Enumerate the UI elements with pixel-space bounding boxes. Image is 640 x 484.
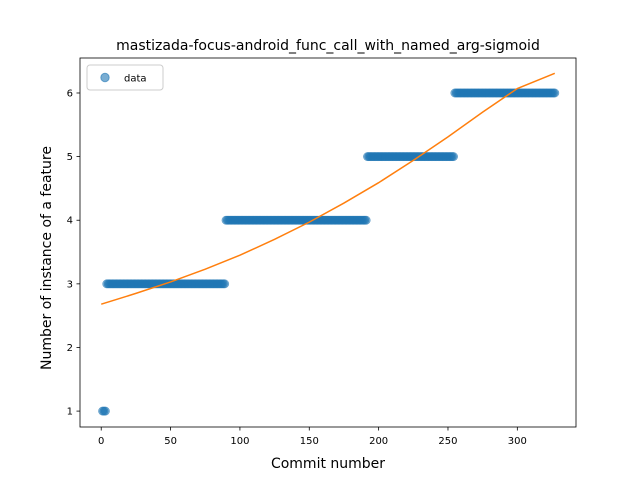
legend-box bbox=[86, 64, 164, 91]
y-axis-label: Number of instance of a feature bbox=[39, 146, 55, 370]
x-tick-label: 200 bbox=[369, 436, 388, 447]
plot-area bbox=[98, 72, 560, 416]
y-tick-label: 5 bbox=[67, 152, 73, 163]
data-point bbox=[220, 279, 230, 289]
axes-layer: 0 50 100 150 200 250 300 1 2 3 4 5 6 bbox=[67, 57, 577, 447]
x-tick-label: 0 bbox=[98, 436, 104, 447]
data-point bbox=[449, 152, 458, 162]
y-tick-label: 3 bbox=[67, 279, 73, 290]
y-tick-label: 6 bbox=[67, 88, 73, 99]
x-tick-label: 300 bbox=[508, 436, 527, 447]
data-point bbox=[361, 215, 371, 225]
y-tick-label: 2 bbox=[67, 343, 73, 354]
series-layer bbox=[98, 72, 560, 416]
data-point bbox=[550, 88, 560, 98]
y-tick-label: 1 bbox=[67, 407, 73, 418]
legend-marker bbox=[100, 72, 110, 83]
legend: data bbox=[86, 64, 164, 91]
x-tick-label: 250 bbox=[438, 436, 457, 447]
x-tick-label: 50 bbox=[164, 436, 177, 447]
chart-title: mastizada-focus-android_func_call_with_n… bbox=[116, 38, 540, 54]
data-point bbox=[100, 406, 110, 416]
x-axis-label: Commit number bbox=[271, 456, 385, 472]
x-tick-label: 100 bbox=[230, 436, 249, 447]
fit-line bbox=[100, 72, 556, 305]
legend-label: data bbox=[124, 74, 147, 85]
plot-frame bbox=[79, 57, 577, 428]
y-tick-label: 4 bbox=[67, 216, 73, 227]
x-tick-label: 150 bbox=[300, 436, 319, 447]
